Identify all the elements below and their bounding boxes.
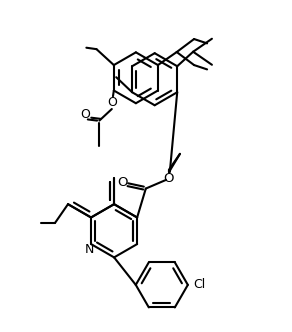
- Text: Cl: Cl: [193, 278, 205, 291]
- Text: O: O: [117, 176, 127, 189]
- Text: O: O: [80, 108, 90, 121]
- Text: O: O: [163, 172, 174, 185]
- Text: O: O: [107, 96, 117, 109]
- Text: N: N: [85, 243, 94, 256]
